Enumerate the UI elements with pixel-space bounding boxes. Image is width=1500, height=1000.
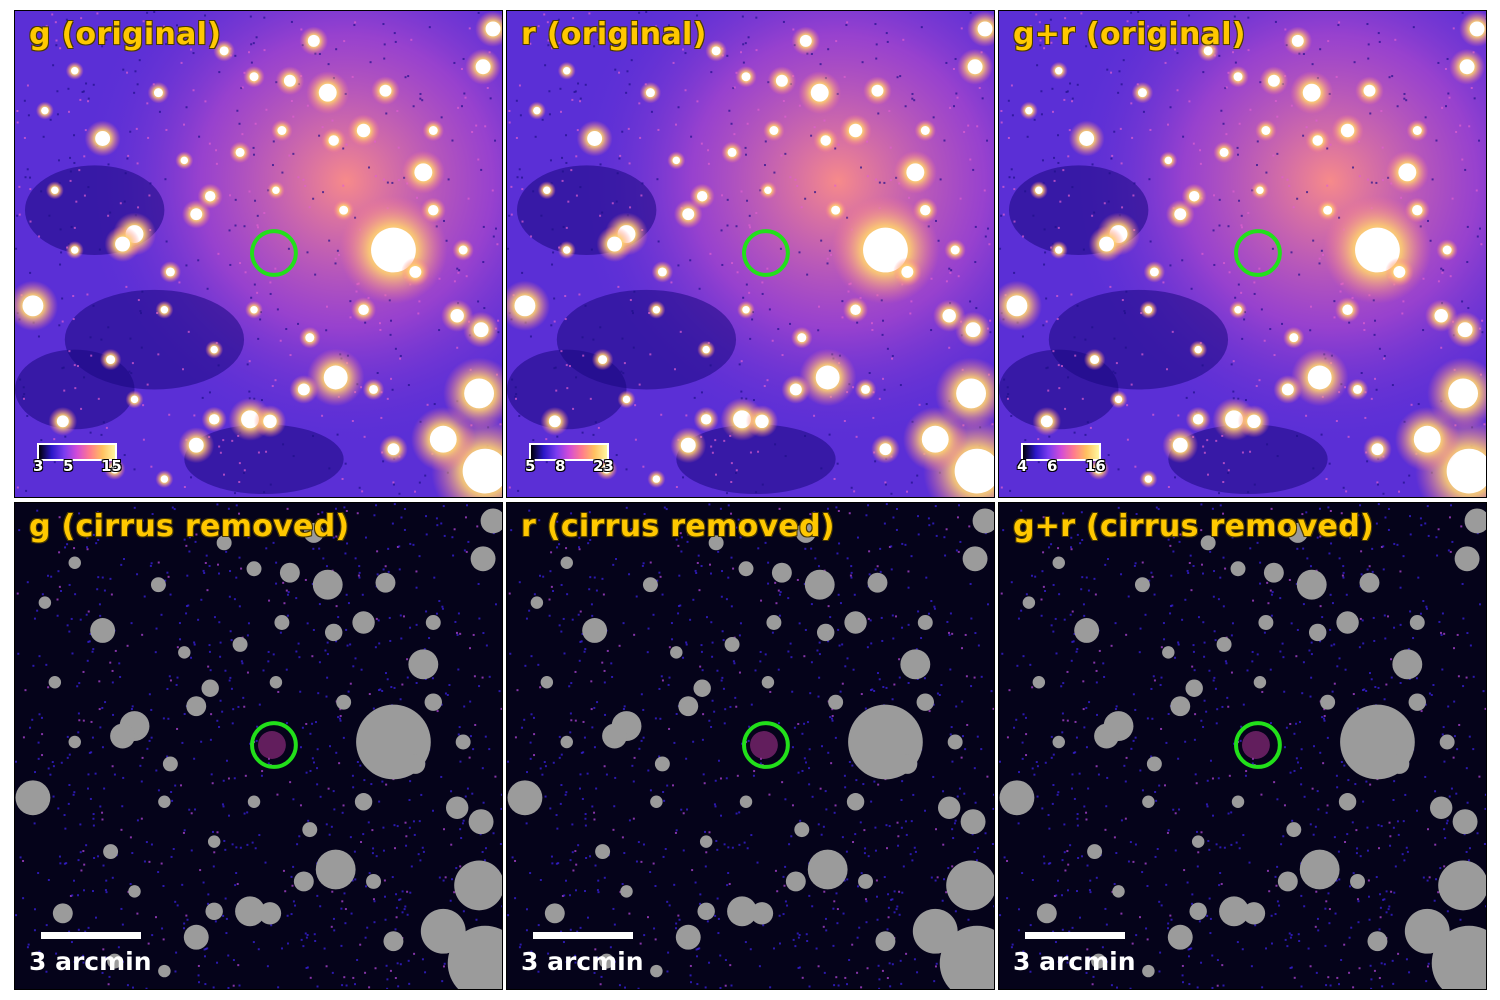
- panel-r-original: r (original) 5 8 23: [506, 10, 995, 498]
- target-circle-marker: [250, 229, 298, 277]
- sky-image-removed: [999, 503, 1486, 989]
- sky-image-removed: [507, 503, 994, 989]
- scale-bar-label: 3 arcmin: [29, 947, 152, 976]
- panel-g-cirrus-removed: g (cirrus removed) 3 arcmin: [14, 502, 503, 990]
- target-circle-marker: [742, 229, 790, 277]
- colorbar: [529, 443, 609, 461]
- sky-image-original: [507, 11, 994, 497]
- scale-bar: [533, 932, 633, 939]
- target-circle-marker: [742, 721, 790, 769]
- panel-title: r (original): [521, 17, 707, 52]
- panel-r-cirrus-removed: r (cirrus removed) 3 arcmin: [506, 502, 995, 990]
- sky-image-removed: [15, 503, 502, 989]
- scale-bar-label: 3 arcmin: [521, 947, 644, 976]
- colorbar-tick-low: 3: [33, 457, 44, 475]
- colorbar: [1021, 443, 1101, 461]
- sky-image-original: [15, 11, 502, 497]
- colorbar-tick-high: 16: [1085, 457, 1106, 475]
- scale-bar-label: 3 arcmin: [1013, 947, 1136, 976]
- panel-gr-original: g+r (original) 4 6 16: [998, 10, 1487, 498]
- colorbar-tick-mid: 6: [1047, 457, 1058, 475]
- scale-bar: [41, 932, 141, 939]
- colorbar-tick-high: 15: [101, 457, 122, 475]
- colorbar-tick-high: 23: [593, 457, 614, 475]
- panel-title: g (cirrus removed): [29, 509, 350, 544]
- colorbar-tick-mid: 8: [555, 457, 566, 475]
- colorbar: [37, 443, 117, 461]
- panel-title: g+r (cirrus removed): [1013, 509, 1374, 544]
- panel-g-original: g (original) 3 5 15: [14, 10, 503, 498]
- colorbar-tick-low: 4: [1017, 457, 1028, 475]
- scale-bar: [1025, 932, 1125, 939]
- panel-title: g (original): [29, 17, 222, 52]
- colorbar-tick-low: 5: [525, 457, 536, 475]
- sky-image-original: [999, 11, 1486, 497]
- target-circle-marker: [1234, 721, 1282, 769]
- target-circle-marker: [250, 721, 298, 769]
- panel-gr-cirrus-removed: g+r (cirrus removed) 3 arcmin: [998, 502, 1487, 990]
- panel-title: g+r (original): [1013, 17, 1246, 52]
- panel-title: r (cirrus removed): [521, 509, 835, 544]
- colorbar-tick-mid: 5: [63, 457, 74, 475]
- target-circle-marker: [1234, 229, 1282, 277]
